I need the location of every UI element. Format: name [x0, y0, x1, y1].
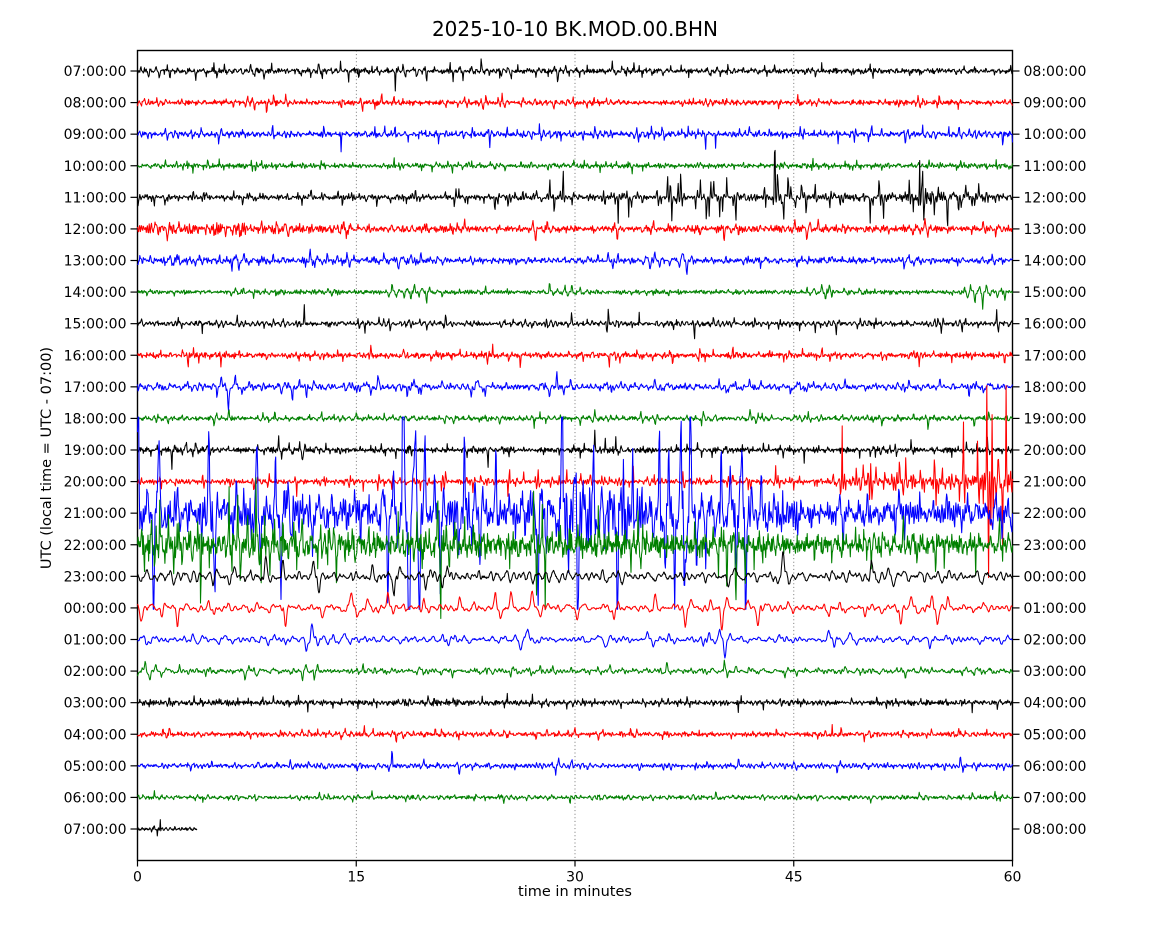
seismic-trace-02:00:00	[137, 659, 1013, 682]
utc-time-label: 03:00:00	[64, 696, 127, 712]
utc-time-label: 22:00:00	[64, 538, 127, 554]
utc-time-label: 04:00:00	[64, 727, 127, 743]
utc-time-label: 20:00:00	[64, 475, 127, 491]
local-time-label: 14:00:00	[1024, 254, 1087, 270]
utc-time-label: 15:00:00	[64, 317, 127, 333]
local-time-label: 08:00:00	[1024, 822, 1087, 838]
local-time-label: 02:00:00	[1024, 633, 1087, 649]
seismic-trace-07:00:00	[137, 58, 1014, 92]
utc-time-label: 16:00:00	[64, 348, 127, 364]
seismic-trace-06:00:00	[137, 790, 1013, 804]
x-tick-label-15: 15	[347, 870, 365, 886]
seismic-trace-19:00:00	[136, 429, 1013, 470]
utc-time-label: 23:00:00	[64, 569, 127, 585]
utc-time-label: 17:00:00	[64, 380, 127, 396]
utc-time-label: 11:00:00	[64, 190, 127, 206]
utc-time-label: 18:00:00	[64, 411, 127, 427]
seismic-trace-09:00:00	[137, 123, 1014, 153]
local-time-label: 18:00:00	[1024, 380, 1087, 396]
seismic-trace-04:00:00	[137, 723, 1013, 743]
local-time-label: 12:00:00	[1024, 190, 1087, 206]
local-time-label: 08:00:00	[1024, 64, 1087, 80]
utc-time-label: 05:00:00	[64, 759, 127, 775]
utc-time-label: 00:00:00	[64, 601, 127, 617]
utc-time-label: 01:00:00	[64, 633, 127, 649]
utc-time-label: 09:00:00	[64, 127, 127, 143]
local-time-label: 03:00:00	[1024, 664, 1087, 680]
local-time-label: 00:00:00	[1024, 569, 1087, 585]
seismic-trace-00:00:00	[137, 590, 1013, 631]
x-tick-label-0: 0	[133, 870, 142, 886]
seismic-trace-03:00:00	[137, 692, 1013, 714]
local-time-label: 20:00:00	[1024, 443, 1087, 459]
seismic-trace-05:00:00	[137, 750, 1013, 776]
seismic-trace-23:00:00	[137, 551, 1013, 597]
utc-time-label: 02:00:00	[64, 664, 127, 680]
utc-time-label: 14:00:00	[64, 285, 127, 301]
local-time-label: 22:00:00	[1024, 506, 1087, 522]
local-time-label: 09:00:00	[1024, 96, 1087, 112]
local-time-label: 10:00:00	[1024, 127, 1087, 143]
local-time-label: 19:00:00	[1024, 411, 1087, 427]
x-axis-label: time in minutes	[518, 884, 632, 900]
local-time-label: 01:00:00	[1024, 601, 1087, 617]
utc-time-label: 07:00:00	[64, 64, 127, 80]
utc-time-label: 06:00:00	[64, 790, 127, 806]
utc-time-label: 19:00:00	[64, 443, 127, 459]
x-tick-label-30: 30	[566, 870, 584, 886]
local-time-label: 21:00:00	[1024, 475, 1087, 491]
local-time-label: 06:00:00	[1024, 759, 1087, 775]
utc-time-label: 08:00:00	[64, 96, 127, 112]
seismic-trace-07:00:00	[137, 819, 198, 837]
seismic-trace-18:00:00	[136, 408, 1013, 430]
utc-time-label: 10:00:00	[64, 159, 127, 175]
seismic-trace-10:00:00	[137, 157, 1014, 175]
seismic-trace-15:00:00	[137, 304, 1014, 340]
local-time-label: 17:00:00	[1024, 348, 1087, 364]
local-time-label: 13:00:00	[1024, 222, 1087, 238]
utc-time-label: 21:00:00	[64, 506, 127, 522]
local-time-label: 23:00:00	[1024, 538, 1087, 554]
seismic-trace-01:00:00	[137, 623, 1013, 659]
local-time-label: 05:00:00	[1024, 727, 1087, 743]
seismic-trace-13:00:00	[137, 248, 1013, 275]
seismic-trace-11:00:00	[136, 149, 1014, 227]
local-time-label: 16:00:00	[1024, 317, 1087, 333]
seismic-trace-14:00:00	[137, 283, 1014, 310]
local-time-label: 11:00:00	[1024, 159, 1087, 175]
x-tick-label-45: 45	[785, 870, 803, 886]
seismic-trace-08:00:00	[136, 92, 1013, 113]
plot-title: 2025-10-10 BK.MOD.00.BHN	[431, 17, 719, 41]
utc-time-label: 13:00:00	[64, 254, 127, 270]
seismic-trace-12:00:00	[136, 218, 1013, 242]
seismic-trace-21:00:00	[136, 416, 1014, 610]
seismic-trace-22:00:00	[136, 477, 1014, 620]
x-tick-label-60: 60	[1004, 870, 1022, 886]
seismic-trace-16:00:00	[136, 343, 1013, 369]
local-time-label: 15:00:00	[1024, 285, 1087, 301]
utc-time-label: 12:00:00	[64, 222, 127, 238]
local-time-label: 04:00:00	[1024, 696, 1087, 712]
seismic-trace-17:00:00	[136, 371, 1013, 412]
utc-time-label: 07:00:00	[64, 822, 127, 838]
local-time-label: 07:00:00	[1024, 790, 1087, 806]
